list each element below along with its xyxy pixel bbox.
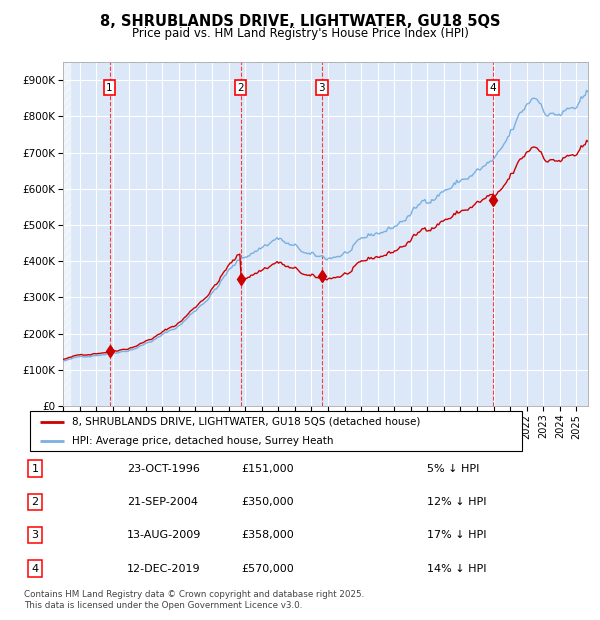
Text: £151,000: £151,000 (242, 464, 294, 474)
Text: 5% ↓ HPI: 5% ↓ HPI (427, 464, 479, 474)
Text: 4: 4 (490, 83, 496, 93)
Text: 12% ↓ HPI: 12% ↓ HPI (427, 497, 486, 507)
Text: 2: 2 (31, 497, 38, 507)
Text: £570,000: £570,000 (241, 564, 294, 574)
Text: 1: 1 (32, 464, 38, 474)
Text: £358,000: £358,000 (241, 530, 294, 540)
Text: 4: 4 (31, 564, 38, 574)
Text: 3: 3 (32, 530, 38, 540)
Text: Price paid vs. HM Land Registry's House Price Index (HPI): Price paid vs. HM Land Registry's House … (131, 27, 469, 40)
Text: 23-OCT-1996: 23-OCT-1996 (127, 464, 200, 474)
Text: 13-AUG-2009: 13-AUG-2009 (127, 530, 202, 540)
Text: £350,000: £350,000 (242, 497, 294, 507)
Text: 1: 1 (106, 83, 113, 93)
Text: 17% ↓ HPI: 17% ↓ HPI (427, 530, 486, 540)
FancyBboxPatch shape (30, 411, 522, 451)
Text: 14% ↓ HPI: 14% ↓ HPI (427, 564, 486, 574)
Text: 12-DEC-2019: 12-DEC-2019 (127, 564, 201, 574)
Text: 3: 3 (319, 83, 325, 93)
Text: HPI: Average price, detached house, Surrey Heath: HPI: Average price, detached house, Surr… (72, 436, 334, 446)
Text: 8, SHRUBLANDS DRIVE, LIGHTWATER, GU18 5QS (detached house): 8, SHRUBLANDS DRIVE, LIGHTWATER, GU18 5Q… (72, 417, 420, 427)
Text: Contains HM Land Registry data © Crown copyright and database right 2025.
This d: Contains HM Land Registry data © Crown c… (24, 590, 364, 609)
Text: 8, SHRUBLANDS DRIVE, LIGHTWATER, GU18 5QS: 8, SHRUBLANDS DRIVE, LIGHTWATER, GU18 5Q… (100, 14, 500, 29)
Text: 21-SEP-2004: 21-SEP-2004 (127, 497, 198, 507)
Bar (63, 62, 71, 406)
Text: 2: 2 (237, 83, 244, 93)
